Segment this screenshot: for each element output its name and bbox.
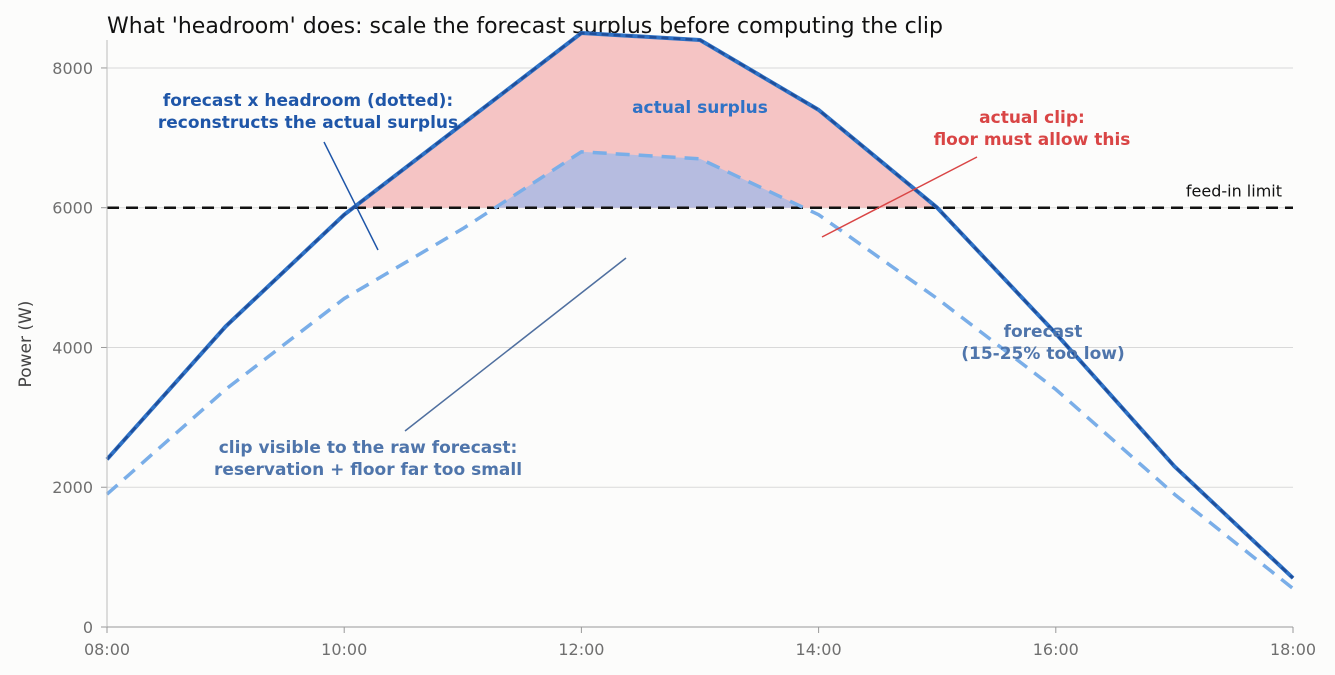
y-axis-label: Power (W) bbox=[16, 301, 36, 388]
annotation-text: forecast bbox=[1004, 322, 1083, 342]
x-tick-label: 12:00 bbox=[558, 640, 604, 659]
x-tick-label: 08:00 bbox=[84, 640, 130, 659]
annotation-rawclip: clip visible to the raw forecast:reserva… bbox=[214, 438, 522, 480]
annotation-text: actual surplus bbox=[632, 98, 768, 118]
x-tick-label: 14:00 bbox=[796, 640, 842, 659]
y-tick-label: 0 bbox=[83, 618, 93, 637]
annotation-actual: actual surplus bbox=[632, 98, 768, 118]
headroom-leader-line bbox=[323, 141, 379, 251]
y-tick-label: 2000 bbox=[52, 478, 93, 497]
annotation-text: reservation + floor far too small bbox=[214, 460, 522, 480]
annotation-forecast: forecast(15-25% too low) bbox=[961, 322, 1124, 364]
series-forecast bbox=[105, 150, 1295, 590]
y-tick-label: 4000 bbox=[52, 338, 93, 357]
feed-in-limit: feed-in limit bbox=[107, 182, 1293, 209]
annotation-text: forecast x headroom (dotted): bbox=[163, 91, 453, 111]
annotation-text: (15-25% too low) bbox=[961, 344, 1124, 364]
x-tick-label: 16:00 bbox=[1033, 640, 1079, 659]
feed-in-limit-label: feed-in limit bbox=[1186, 182, 1282, 201]
series-forecast-x-headroom-dotted- bbox=[106, 31, 1294, 579]
clip-leader-line bbox=[821, 156, 978, 238]
x-tick-label: 10:00 bbox=[321, 640, 367, 659]
axes: 0 2000 4000 6000 8000 08:00 10:00 12:00 14:00 16:… bbox=[52, 40, 1316, 659]
forecast-clip-area bbox=[495, 151, 804, 208]
series-lines bbox=[105, 31, 1295, 590]
annotation-text: floor must allow this bbox=[934, 130, 1131, 150]
annotation-text: actual clip: bbox=[979, 108, 1085, 128]
annotation-clip: actual clip:floor must allow this bbox=[934, 108, 1131, 150]
annotation-headroom: forecast x headroom (dotted):reconstruct… bbox=[158, 91, 458, 133]
annotations: forecast x headroom (dotted):reconstruct… bbox=[158, 91, 1131, 480]
annotation-text: reconstructs the actual surplus bbox=[158, 113, 458, 133]
actual-clip-area bbox=[353, 33, 938, 208]
chart-title: What 'headroom' does: scale the forecast… bbox=[107, 14, 943, 39]
y-tick-label: 6000 bbox=[52, 199, 93, 218]
x-tick-label: 18:00 bbox=[1270, 640, 1316, 659]
clip-fills bbox=[353, 33, 938, 208]
annotation-text: clip visible to the raw forecast: bbox=[219, 438, 518, 458]
rawclip-leader-line bbox=[404, 257, 627, 432]
y-tick-label: 8000 bbox=[52, 59, 93, 78]
